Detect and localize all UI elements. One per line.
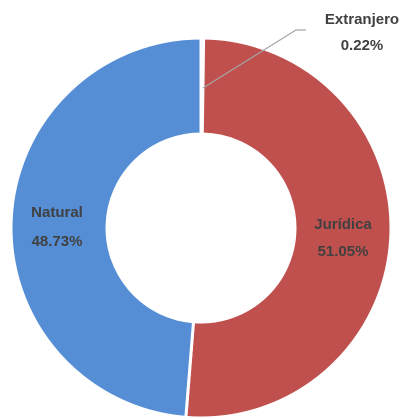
slice: [184, 36, 393, 419]
category-label: Natural: [31, 204, 83, 221]
value-label: 48.73%: [32, 233, 83, 250]
category-label: Jurídica: [314, 216, 372, 233]
value-label: 0.22%: [341, 37, 384, 54]
value-label: 51.05%: [318, 243, 369, 260]
category-label: Extranjero: [325, 11, 399, 28]
slice: [9, 36, 203, 419]
slices: [9, 36, 393, 419]
leader-line: [202, 29, 306, 89]
